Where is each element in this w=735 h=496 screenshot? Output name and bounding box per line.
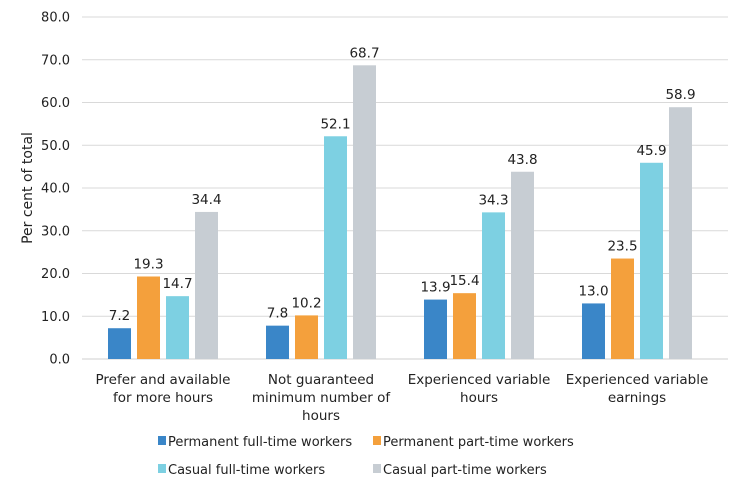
bar <box>482 212 505 359</box>
data-label: 14.7 <box>162 276 192 292</box>
bar <box>640 162 663 359</box>
data-label: 58.9 <box>665 87 695 103</box>
legend-swatch <box>158 436 166 445</box>
category-label: Not guaranteed <box>268 372 374 388</box>
data-label: 34.3 <box>478 192 508 208</box>
y-axis-title: Per cent of total <box>20 132 36 244</box>
category-label: Prefer and available <box>96 372 231 388</box>
y-tick-label: 70.0 <box>41 53 70 68</box>
category-label: hours <box>302 408 340 424</box>
data-label: 7.8 <box>267 306 288 322</box>
bar <box>324 136 347 359</box>
bar <box>266 325 289 359</box>
y-tick-label: 30.0 <box>41 224 70 239</box>
bar <box>582 303 605 359</box>
legend-label: Casual full-time workers <box>168 463 325 478</box>
data-label: 52.1 <box>320 116 350 132</box>
bar <box>195 211 218 359</box>
legend-label: Permanent part-time workers <box>383 435 574 450</box>
data-label: 68.7 <box>349 45 379 61</box>
bar <box>511 171 534 359</box>
data-label: 45.9 <box>636 143 666 159</box>
category-label: minimum number of <box>252 390 392 406</box>
y-axis-ticks: 0.0 10.0 20.0 30.0 40.0 50.0 60.0 70.0 80.0 <box>41 11 70 368</box>
data-label: 23.5 <box>607 239 637 255</box>
bar <box>453 293 476 359</box>
y-tick-label: 60.0 <box>41 96 70 111</box>
data-label: 10.2 <box>291 295 321 311</box>
legend-swatch <box>158 464 166 473</box>
bar <box>353 65 376 360</box>
gridlines <box>82 16 728 360</box>
y-tick-label: 40.0 <box>41 182 70 197</box>
legend-label: Permanent full-time workers <box>168 435 352 450</box>
y-tick-label: 10.0 <box>41 310 70 325</box>
y-tick-label: 20.0 <box>41 267 70 282</box>
legend-label: Casual part-time workers <box>383 463 547 478</box>
data-label: 13.9 <box>420 280 450 296</box>
category-label: for more hours <box>113 390 213 406</box>
category-label: Experienced variable <box>566 372 709 388</box>
category-labels: Prefer and available for more hours Not gu… <box>96 372 709 424</box>
bar <box>669 107 692 359</box>
legend-swatch <box>373 464 381 473</box>
data-label: 19.3 <box>133 256 163 272</box>
y-tick-label: 0.0 <box>49 353 70 368</box>
data-label: 43.8 <box>507 152 537 168</box>
data-label: 7.2 <box>109 308 130 324</box>
data-label: 13.0 <box>578 283 608 299</box>
category-label: earnings <box>608 390 666 406</box>
data-label: 34.4 <box>191 192 221 208</box>
bar <box>295 315 318 359</box>
data-labels: 7.2 7.8 13.9 13.0 19.3 10.2 15.4 23.5 14.7 52.1 34… <box>109 45 696 324</box>
y-tick-label: 50.0 <box>41 139 70 154</box>
bars <box>108 65 692 360</box>
legend-swatch <box>373 436 381 445</box>
category-label: hours <box>460 390 498 406</box>
bar <box>108 328 131 359</box>
data-label: 15.4 <box>449 273 479 289</box>
bar <box>137 276 160 359</box>
y-tick-label: 80.0 <box>41 11 70 26</box>
bar <box>611 258 634 359</box>
category-label: Experienced variable <box>408 372 551 388</box>
bar <box>166 296 189 359</box>
bar <box>424 299 447 359</box>
legend: Permanent full-time workers Permanent par… <box>158 435 574 478</box>
